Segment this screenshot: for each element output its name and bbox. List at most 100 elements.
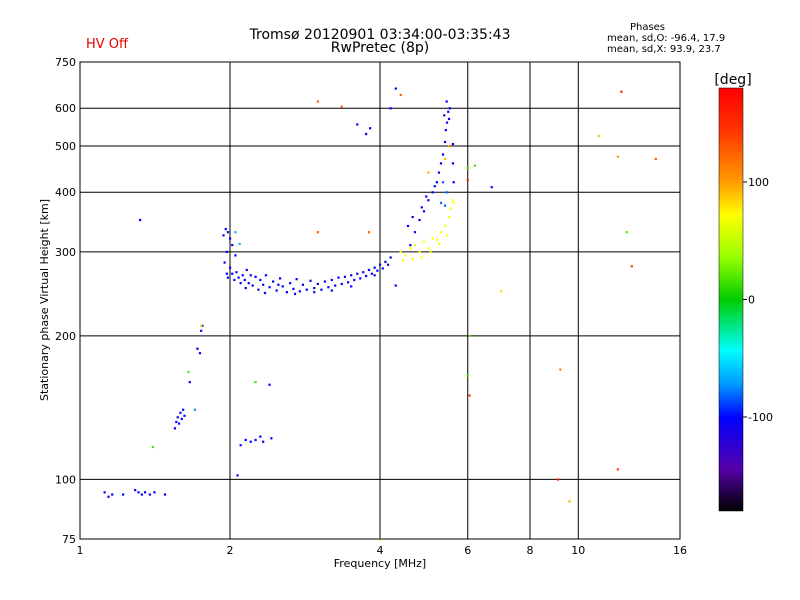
data-point bbox=[301, 283, 305, 286]
data-point bbox=[295, 278, 298, 281]
data-point bbox=[263, 291, 267, 295]
data-points bbox=[103, 87, 657, 541]
grid-lines bbox=[80, 62, 680, 539]
data-point bbox=[654, 157, 657, 161]
data-point bbox=[399, 93, 402, 97]
data-point bbox=[275, 289, 278, 292]
data-point bbox=[346, 281, 350, 284]
phases-title: Phases bbox=[629, 22, 666, 33]
data-point bbox=[431, 237, 434, 240]
data-point bbox=[298, 290, 301, 293]
data-point bbox=[490, 186, 493, 189]
data-point bbox=[466, 374, 469, 377]
data-point bbox=[466, 166, 469, 170]
data-point bbox=[122, 493, 125, 496]
data-point bbox=[200, 329, 203, 332]
data-point bbox=[175, 420, 178, 424]
data-point bbox=[188, 381, 191, 384]
data-point bbox=[180, 417, 183, 420]
data-point bbox=[616, 468, 619, 471]
data-point bbox=[313, 286, 316, 290]
data-point bbox=[222, 234, 225, 237]
phases-o-stats: mean, sd,O: -96.4, 17.9 bbox=[607, 33, 726, 44]
data-point bbox=[556, 478, 560, 481]
data-point bbox=[451, 142, 455, 146]
y-tick-label: 750 bbox=[55, 56, 76, 69]
data-point bbox=[226, 231, 230, 234]
data-point bbox=[630, 265, 633, 268]
colorbar-tick-label: 0 bbox=[748, 294, 755, 307]
data-point bbox=[451, 162, 455, 165]
data-point bbox=[620, 90, 623, 93]
data-point bbox=[441, 181, 445, 184]
data-point bbox=[437, 171, 441, 174]
data-point bbox=[386, 263, 390, 266]
data-point bbox=[153, 491, 156, 494]
data-point bbox=[239, 282, 242, 285]
data-point bbox=[337, 276, 340, 279]
y-axis-label: Stationary phase Virtual Height [km] bbox=[38, 199, 51, 401]
data-point bbox=[285, 291, 288, 294]
data-point bbox=[237, 276, 240, 279]
data-point bbox=[316, 100, 319, 103]
data-point bbox=[292, 287, 295, 290]
data-point bbox=[176, 416, 179, 419]
status-label: HV Off bbox=[86, 37, 128, 52]
data-point bbox=[367, 268, 371, 272]
data-point bbox=[365, 274, 368, 278]
data-point bbox=[340, 282, 343, 286]
x-tick-label: 6 bbox=[464, 544, 471, 557]
data-point bbox=[373, 266, 376, 269]
data-point bbox=[427, 199, 430, 202]
y-tick-label: 500 bbox=[55, 140, 76, 153]
data-point bbox=[384, 260, 387, 263]
data-point bbox=[229, 266, 232, 269]
data-point bbox=[259, 435, 262, 438]
data-point bbox=[305, 288, 308, 291]
x-tick-label: 16 bbox=[673, 544, 687, 557]
data-point bbox=[625, 231, 628, 234]
data-point bbox=[449, 207, 453, 210]
data-point bbox=[445, 121, 449, 124]
data-point bbox=[179, 411, 182, 414]
data-point bbox=[362, 271, 365, 274]
data-point bbox=[441, 153, 445, 156]
x-tick-label: 1 bbox=[77, 544, 84, 557]
x-axis-ticks: 1 2 4 6 8 10 16 bbox=[77, 544, 688, 557]
data-point bbox=[239, 444, 242, 447]
data-point bbox=[367, 231, 371, 234]
data-point bbox=[330, 289, 333, 292]
data-point bbox=[373, 274, 376, 277]
data-point bbox=[447, 110, 450, 113]
data-point bbox=[309, 279, 312, 282]
data-point bbox=[198, 352, 202, 355]
data-point bbox=[447, 117, 451, 121]
data-point bbox=[404, 254, 407, 257]
y-axis-ticks: 75 100 200 300 400 500 600 750 bbox=[55, 56, 76, 546]
data-point bbox=[245, 268, 248, 272]
data-point bbox=[313, 291, 316, 294]
phases-x-stats: mean, sd,X: 93.9, 23.7 bbox=[607, 44, 721, 55]
data-point bbox=[143, 491, 147, 494]
data-point bbox=[229, 237, 232, 240]
data-point bbox=[448, 107, 451, 110]
data-point bbox=[418, 250, 421, 254]
data-point bbox=[182, 408, 185, 411]
data-point bbox=[433, 185, 436, 188]
data-point bbox=[413, 244, 417, 247]
data-point bbox=[389, 107, 392, 110]
data-point bbox=[103, 491, 106, 494]
data-point bbox=[225, 250, 228, 254]
y-tick-label: 75 bbox=[62, 533, 76, 546]
data-point bbox=[445, 234, 449, 237]
data-point bbox=[559, 368, 562, 371]
data-point bbox=[409, 247, 412, 250]
data-point bbox=[226, 276, 230, 279]
chart-subtitle: RwPretec (8p) bbox=[330, 40, 430, 56]
plot-frame bbox=[79, 61, 681, 540]
data-point bbox=[343, 275, 347, 278]
data-point bbox=[244, 286, 247, 290]
data-point bbox=[445, 191, 449, 194]
data-point bbox=[268, 286, 271, 289]
data-point bbox=[249, 274, 252, 277]
